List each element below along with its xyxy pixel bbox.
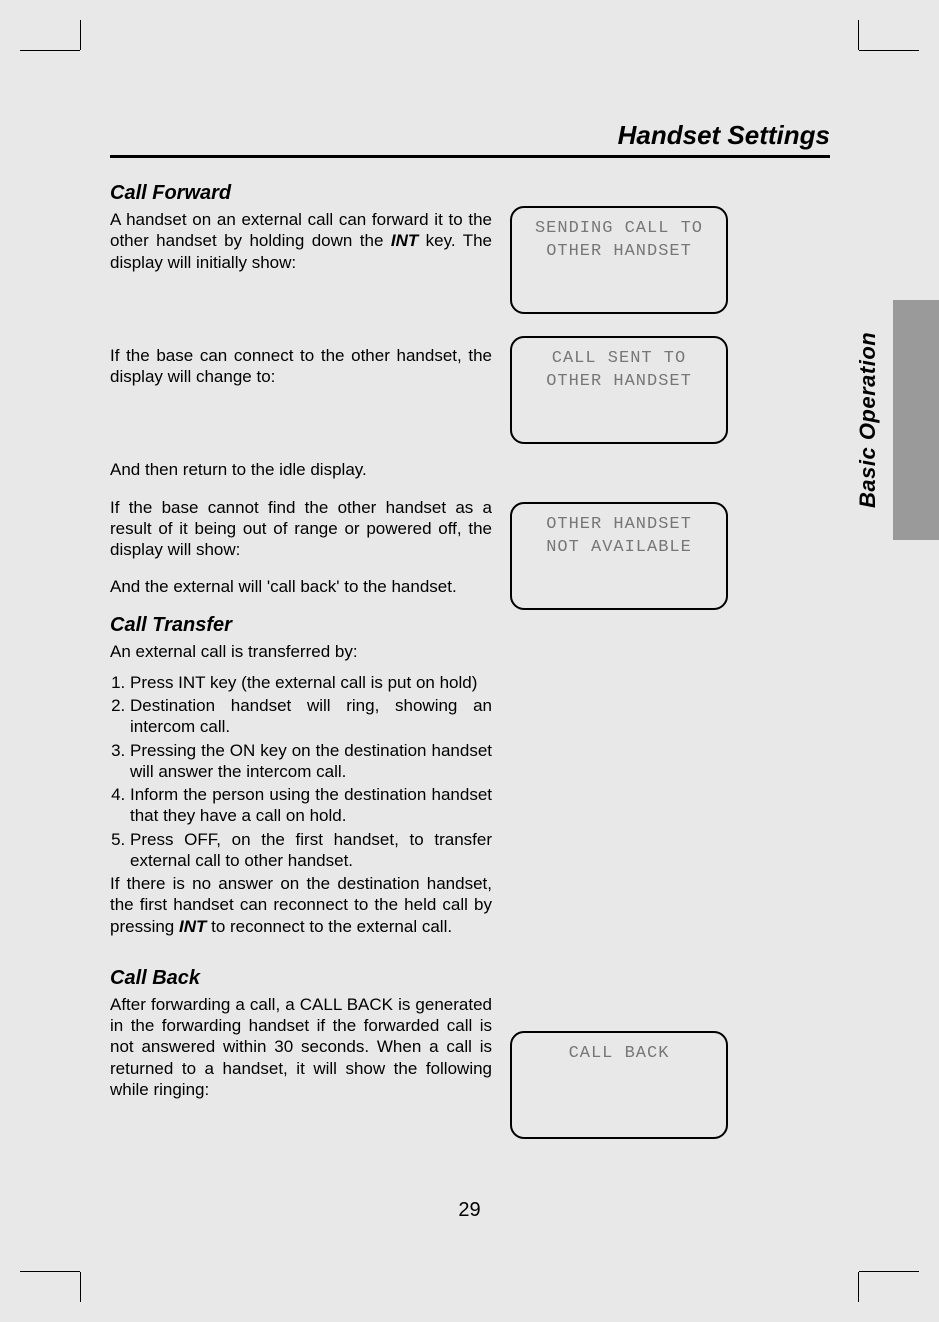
key-label-int: INT [391,231,418,250]
paragraph: If the base cannot find the other handse… [110,497,492,561]
paragraph: A handset on an external call can forwar… [110,209,492,273]
page-number: 29 [0,1199,939,1222]
lcd-line: CALL BACK [520,1043,718,1066]
two-column-layout: Call Forward A handset on an external ca… [110,176,830,1100]
list-item: Destination handset will ring, showing a… [130,695,492,738]
crop-mark [80,20,81,50]
list-item: Pressing the ON key on the destination h… [130,740,492,783]
crop-mark [858,1272,859,1302]
lcd-line: OTHER HANDSET [520,514,718,537]
paragraph: If the base can connect to the other han… [110,345,492,388]
crop-mark [20,50,80,51]
page-title: Handset Settings [110,120,830,158]
tab-label: Basic Operation [855,300,883,540]
lcd-display-sent: CALL SENT TO OTHER HANDSET [510,336,728,444]
transfer-steps-list: Press INT key (the external call is put … [110,672,492,871]
lcd-line: SENDING CALL TO [520,218,718,241]
list-item: Press INT key (the external call is put … [130,672,492,693]
lcd-line: CALL SENT TO [520,348,718,371]
lcd-line: OTHER HANDSET [520,241,718,264]
lcd-display-unavailable: OTHER HANDSET NOT AVAILABLE [510,502,728,610]
tab-bar [899,300,939,540]
paragraph: And the external will 'call back' to the… [110,576,492,597]
lcd-line: NOT AVAILABLE [520,537,718,560]
heading-call-back: Call Back [110,967,492,990]
crop-mark [859,50,919,51]
heading-call-transfer: Call Transfer [110,614,492,637]
lcd-line: OTHER HANDSET [520,371,718,394]
paragraph: And then return to the idle display. [110,459,492,480]
tab-bar-accent [893,300,899,540]
heading-call-forward: Call Forward [110,182,492,205]
manual-page: Basic Operation Handset Settings Call Fo… [0,0,939,1322]
crop-mark [20,1271,80,1272]
paragraph: After forwarding a call, a CALL BACK is … [110,994,492,1100]
crop-mark [80,1272,81,1302]
lcd-display-callback: CALL BACK [510,1031,728,1139]
content-area: Handset Settings Call Forward A handset … [110,120,830,1100]
text-column: Call Forward A handset on an external ca… [110,176,492,1100]
text-run: to reconnect to the external call. [206,917,452,936]
paragraph: If there is no answer on the destination… [110,873,492,937]
lcd-display-sending: SENDING CALL TO OTHER HANDSET [510,206,728,314]
list-item: Inform the person using the destination … [130,784,492,827]
list-item: Press OFF, on the first handset, to tran… [130,829,492,872]
crop-mark [859,1271,919,1272]
section-tab-basic-operation: Basic Operation [829,300,939,540]
lcd-column: SENDING CALL TO OTHER HANDSET CALL SENT … [510,176,730,1100]
key-label-int: INT [179,917,206,936]
paragraph: An external call is transferred by: [110,641,492,662]
crop-mark [858,20,859,50]
